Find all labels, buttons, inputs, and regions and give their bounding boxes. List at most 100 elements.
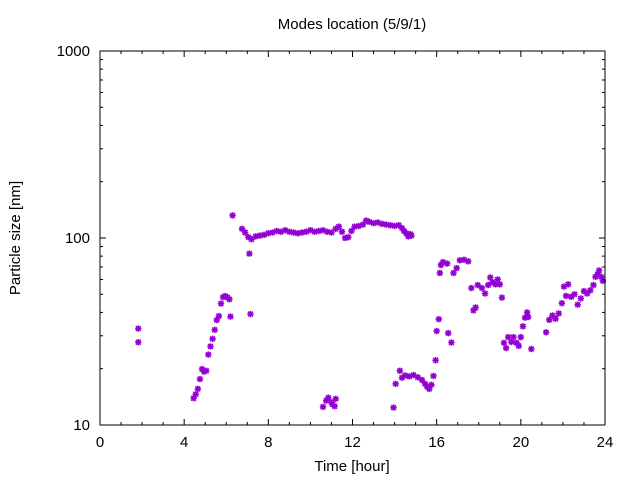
data-point [558, 300, 566, 307]
data-point [443, 260, 451, 267]
data-point [192, 391, 199, 398]
data-point [498, 294, 506, 301]
x-tick-label: 12 [344, 434, 361, 451]
x-axis-title: Time [hour] [314, 458, 389, 475]
data-point [515, 342, 522, 350]
data-point [508, 338, 515, 346]
data-point [203, 367, 210, 374]
data-point [215, 312, 223, 320]
data-point [517, 333, 525, 341]
data-point [211, 326, 218, 333]
x-tick-label: 24 [597, 434, 614, 451]
data-point [468, 284, 475, 292]
data-point [450, 269, 457, 277]
data-point [474, 281, 481, 289]
data-point [562, 292, 570, 300]
data-point [577, 295, 584, 302]
data-point [494, 276, 501, 283]
data-point [298, 229, 306, 236]
data-point [496, 281, 503, 288]
data-point [241, 229, 249, 236]
data-point [528, 345, 535, 353]
data-point [338, 228, 346, 235]
data-point [574, 301, 581, 308]
data-point [571, 291, 578, 298]
data-point [523, 309, 531, 316]
data-point [552, 315, 559, 322]
data-point [555, 310, 562, 317]
x-tick-label: 20 [512, 434, 529, 451]
data-point [430, 372, 437, 380]
data-point [542, 329, 550, 336]
data-point [546, 316, 553, 324]
data-point [207, 343, 214, 350]
data-point [392, 380, 399, 388]
x-tick-label: 4 [180, 434, 188, 451]
data-point [465, 258, 472, 265]
data-point [436, 269, 444, 277]
data-point [325, 394, 332, 401]
y-tick-label: 10 [73, 417, 90, 434]
data-point [472, 304, 479, 311]
x-tick-label: 0 [96, 434, 104, 451]
y-axis-title: Particle size [nm] [7, 181, 24, 295]
data-point [209, 335, 216, 343]
data-point [335, 223, 343, 230]
data-point [396, 367, 404, 374]
data-point [519, 323, 527, 330]
data-point [453, 264, 460, 272]
data-point [213, 316, 220, 324]
data-point [247, 310, 254, 318]
data-point [445, 329, 452, 337]
data-point [595, 267, 603, 274]
data-point [408, 232, 415, 239]
data-point [502, 344, 510, 352]
y-tick-label: 100 [65, 230, 90, 247]
data-point [229, 212, 236, 219]
data-point [374, 219, 381, 226]
data-point [194, 385, 202, 393]
plot-frame [99, 50, 606, 426]
data-point [205, 351, 212, 358]
data-point [319, 403, 327, 411]
data-point [525, 313, 532, 321]
data-point [135, 325, 142, 332]
data-point [500, 339, 508, 347]
data-point [226, 296, 233, 303]
data-point [227, 313, 234, 320]
data-point [248, 236, 255, 243]
data-point [256, 232, 264, 239]
data-points [135, 212, 607, 411]
data-point [345, 233, 352, 241]
data-point [414, 374, 421, 381]
data-point [478, 284, 486, 292]
data-point [481, 290, 489, 297]
data-point [433, 327, 440, 335]
data-point [390, 404, 397, 411]
data-point [564, 281, 572, 288]
data-point [332, 395, 339, 403]
data-point [348, 227, 355, 235]
axis-tick-labels: 0 4 8 12 16 20 24 10 100 1000 [57, 43, 614, 451]
data-point [549, 312, 556, 319]
data-point [587, 287, 594, 294]
data-point [196, 375, 204, 383]
x-tick-label: 16 [428, 434, 445, 451]
data-point [448, 339, 455, 346]
data-point [331, 403, 338, 410]
data-point [217, 300, 225, 307]
y-tick-label: 1000 [57, 43, 90, 60]
data-point [485, 281, 492, 289]
data-point [432, 357, 439, 364]
data-point [246, 250, 253, 257]
data-point [590, 281, 597, 289]
data-point [351, 223, 358, 230]
x-tick-label: 8 [264, 434, 272, 451]
data-point [401, 372, 409, 379]
data-point [510, 333, 517, 341]
axis-ticks [99, 50, 606, 426]
data-point [435, 315, 442, 323]
chart-title: Modes location (5/9/1) [278, 16, 426, 33]
data-point [135, 339, 142, 346]
